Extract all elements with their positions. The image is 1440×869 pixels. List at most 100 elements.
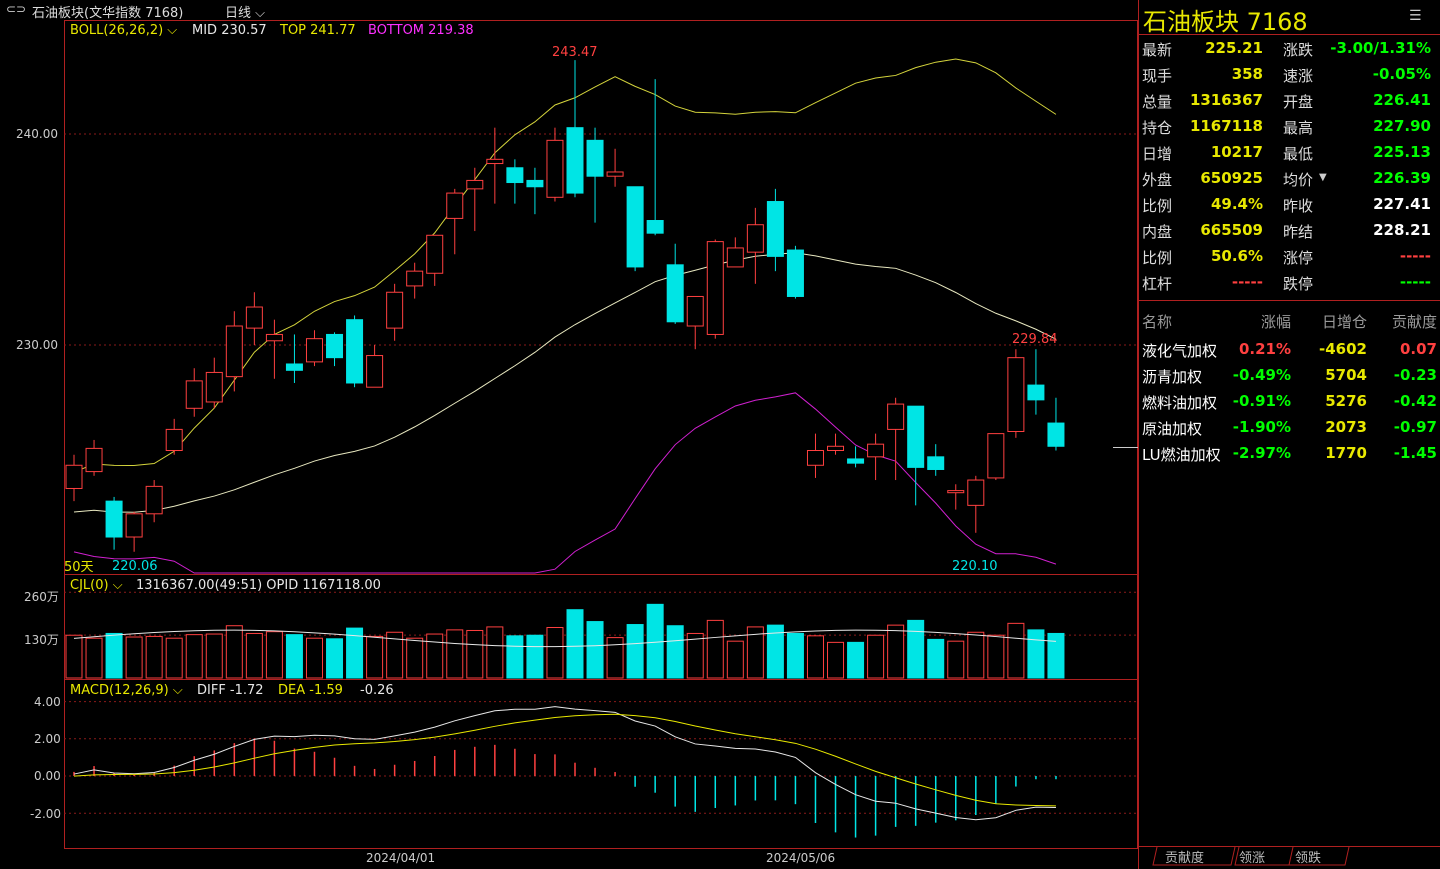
volume-bar: [927, 638, 945, 679]
quote-row: 内盘 665509 昨结 228.21: [1139, 221, 1440, 247]
volume-bar: [847, 641, 865, 679]
candle: [927, 444, 945, 476]
candle-body: [326, 333, 344, 359]
contrib-change: -2.97%: [1232, 444, 1291, 462]
candle: [105, 496, 123, 550]
candle: [285, 334, 303, 383]
candle: [726, 237, 744, 268]
candle-body: [185, 380, 203, 409]
candle: [806, 433, 824, 478]
boll-mid-line: [73, 252, 1057, 513]
quote-row: 比例 50.6% 涨停 -----: [1139, 247, 1440, 273]
candle-body: [746, 224, 764, 253]
volume-bar: [646, 603, 664, 679]
candle-body: [305, 338, 323, 363]
candle-body: [646, 220, 664, 234]
volume-bar: [666, 625, 684, 679]
contrib-row[interactable]: 液化气加权 0.21% -4602 0.07: [1139, 340, 1440, 366]
candle-body: [766, 201, 784, 257]
menu-icon[interactable]: ☰: [1409, 8, 1422, 24]
chart-area[interactable]: BOLL(26,26,2) ⌵ MID 230.57 TOP 241.77 BO…: [0, 20, 1138, 869]
header-change[interactable]: 涨幅: [1260, 313, 1291, 331]
macd-tick: 4.00: [34, 695, 61, 709]
chevron-down-icon[interactable]: ▼: [1319, 172, 1327, 183]
contrib-value: -1.45: [1393, 444, 1437, 462]
quote-key: 昨收: [1283, 197, 1314, 215]
price-tick: 230.00: [16, 338, 58, 352]
macd-label[interactable]: MACD(12,26,9) ⌵: [70, 683, 183, 698]
candle-body: [686, 295, 704, 327]
candle: [326, 332, 344, 367]
chevron-down-icon: ⌵: [251, 6, 266, 21]
quote-row: 杠杆 ----- 跌停 -----: [1139, 273, 1440, 299]
candle: [245, 292, 263, 345]
header-contrib[interactable]: 贡献度: [1391, 313, 1437, 331]
contrib-oi: 5276: [1325, 392, 1367, 410]
candle: [967, 475, 985, 533]
header-oi[interactable]: 日增仓: [1321, 313, 1367, 331]
candle-body: [205, 371, 223, 403]
tab-leading-up[interactable]: 领涨: [1239, 851, 1266, 866]
candle: [466, 167, 484, 232]
volume-bar: [586, 621, 604, 679]
quote-key: 最低: [1283, 145, 1314, 163]
quote-row: 持仓 1167118 最高 227.90: [1139, 117, 1440, 143]
volume-tick: 260万: [24, 590, 59, 604]
candle: [1047, 397, 1065, 451]
contrib-row[interactable]: 原油加权 -1.90% 2073 -0.97: [1139, 418, 1440, 444]
volume-bar: [947, 640, 965, 679]
candle: [746, 207, 764, 284]
divider: [1139, 846, 1440, 847]
tab-contribution[interactable]: 贡献度: [1165, 851, 1205, 866]
volume-bar: [446, 629, 464, 679]
date-tick: 2024/05/06: [766, 851, 836, 865]
candle: [406, 262, 424, 299]
instrument-title: 石油板块(文华指数 7168): [32, 6, 184, 21]
volume-bar: [406, 637, 424, 679]
volume-bar: [606, 637, 624, 679]
quote-value: 50.6%: [1210, 247, 1263, 265]
date-tick: 2024/04/01: [366, 851, 436, 865]
volume-bar: [85, 637, 103, 679]
cjl-label[interactable]: CJL(0) ⌵: [70, 578, 123, 593]
link-icon[interactable]: ⊂⊃: [6, 2, 27, 16]
contrib-row[interactable]: LU燃油加权 -2.97% 1770 -1.45: [1139, 444, 1440, 470]
candle: [426, 234, 444, 286]
kline-chart[interactable]: [0, 20, 1138, 869]
period-selector[interactable]: 日线 ⌵: [225, 6, 266, 21]
volume-bar: [1047, 632, 1065, 679]
quote-key: 涨跌: [1283, 41, 1314, 59]
quote-key: 跌停: [1283, 275, 1314, 293]
quote-key: 杠杆: [1142, 275, 1173, 293]
candle: [786, 245, 804, 299]
candle: [165, 418, 183, 455]
macd-dea: DEA -1.59: [278, 683, 343, 698]
boll-bottom: BOTTOM 219.38: [368, 23, 474, 38]
candle: [646, 79, 664, 236]
divider: [1139, 300, 1440, 301]
volume-bar: [806, 635, 824, 679]
candle: [706, 239, 724, 339]
contrib-name: 原油加权: [1142, 420, 1203, 438]
candle-body: [726, 247, 744, 268]
quote-title: 石油板块 7168: [1143, 8, 1308, 36]
recent-low-annotation: 220.10: [952, 559, 998, 574]
quote-value: 225.21: [1205, 39, 1263, 57]
candle-body: [806, 450, 824, 466]
price-tick: 240.00: [16, 127, 58, 141]
tab-leading-down[interactable]: 领跌: [1295, 851, 1322, 866]
candle: [606, 148, 624, 187]
candle-body: [85, 447, 103, 473]
candle: [85, 439, 103, 476]
quote-key: 比例: [1142, 249, 1173, 267]
contrib-row[interactable]: 燃料油加权 -0.91% 5276 -0.42: [1139, 392, 1440, 418]
quote-key: 涨停: [1283, 249, 1314, 267]
boll-label[interactable]: BOLL(26,26,2) ⌵: [70, 23, 178, 38]
candle-body: [786, 249, 804, 297]
volume-bar: [225, 625, 243, 679]
quote-key: 速涨: [1283, 67, 1314, 85]
candle-body: [1047, 422, 1065, 447]
header-name[interactable]: 名称: [1142, 313, 1173, 331]
candle: [987, 433, 1005, 481]
contrib-row[interactable]: 沥青加权 -0.49% 5704 -0.23: [1139, 366, 1440, 392]
